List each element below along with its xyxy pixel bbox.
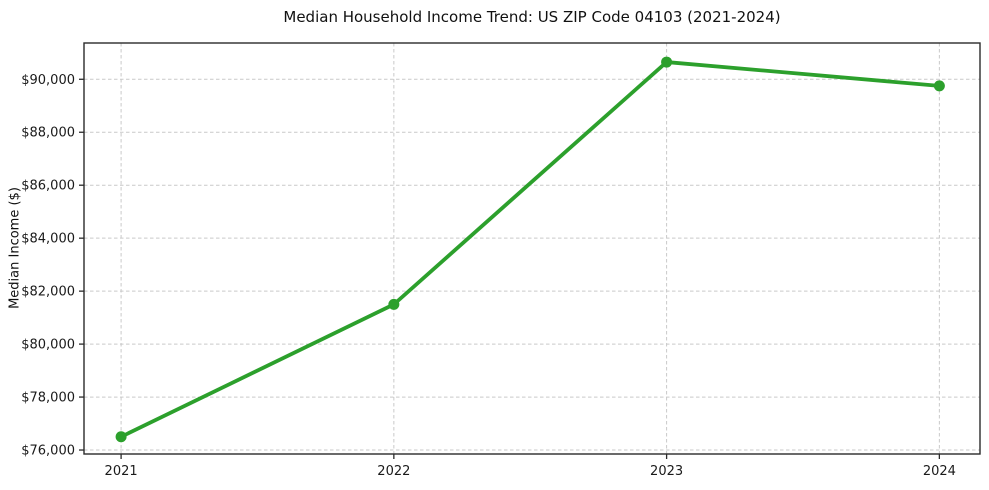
y-tick-label: $80,000 (21, 338, 75, 353)
data-point-2023 (661, 56, 673, 68)
y-tick-label: $84,000 (21, 232, 75, 247)
trend-line (119, 60, 942, 439)
x-tick-label: 2021 (105, 464, 138, 479)
data-point-2024 (933, 80, 945, 92)
y-tick-label: $76,000 (21, 444, 75, 459)
y-tick-label: $90,000 (21, 73, 75, 88)
y-tick-label: $88,000 (21, 126, 75, 141)
y-tick-label: $86,000 (21, 179, 75, 194)
y-tick-label: $78,000 (21, 391, 75, 406)
y-tick-label: $82,000 (21, 285, 75, 300)
chart-title: Median Household Income Trend: US ZIP Co… (283, 8, 781, 26)
x-tick-label: 2023 (650, 464, 683, 479)
x-tick-label: 2022 (377, 464, 410, 479)
x-tick-label: 2024 (923, 464, 956, 479)
data-point-2022 (388, 298, 400, 310)
plot-border (83, 42, 981, 455)
data-point-2021 (115, 431, 127, 443)
